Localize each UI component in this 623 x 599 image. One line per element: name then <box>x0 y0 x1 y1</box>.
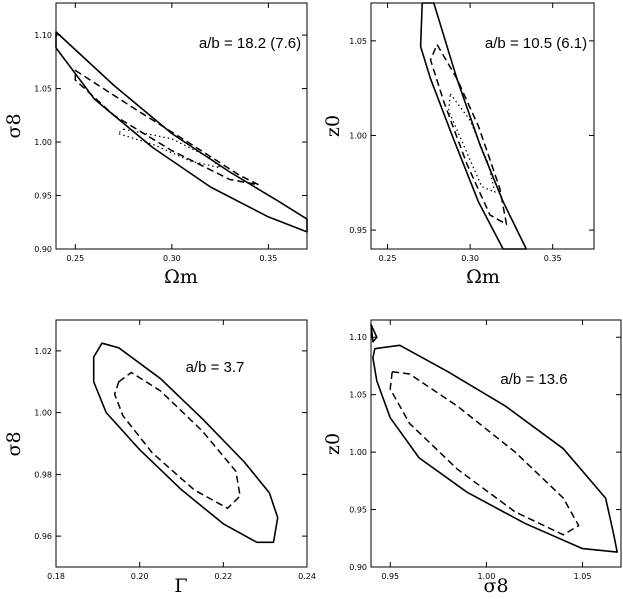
ratio-annotation: a/b = 10.5 (6.1) <box>485 35 587 52</box>
x-tick-label: 0.25 <box>66 254 84 263</box>
y-tick-label: 1.05 <box>349 37 367 46</box>
y-tick-label: 0.90 <box>349 563 367 572</box>
x-tick-label: 0.18 <box>47 572 65 581</box>
x-tick-label: 1.05 <box>574 572 592 581</box>
contour-dotted <box>448 93 496 193</box>
y-tick-label: 0.95 <box>349 506 367 515</box>
panel-top-right: 0.25 0.30 0.35 0.95 1.00 1.05 a/b = 10.5 (6.1)… <box>322 2 595 288</box>
y-tick-label: 1.00 <box>349 131 367 140</box>
y-tick-label: 1.05 <box>34 85 52 94</box>
ratio-annotation: a/b = 3.7 <box>186 359 245 376</box>
y-tick-label: 0.95 <box>349 226 367 235</box>
plot-frame <box>55 2 308 250</box>
contour-dashed <box>389 370 580 536</box>
plot-frame <box>370 319 622 568</box>
x-axis-label: Γ <box>174 575 187 597</box>
contour-dashed <box>113 371 241 510</box>
x-axis-label: σ8 <box>483 575 508 597</box>
x-tick-label: 0.30 <box>461 254 479 263</box>
x-tick-label: 0.30 <box>163 254 181 263</box>
y-tick-label: 1.00 <box>34 409 52 418</box>
x-tick-label: 0.25 <box>379 254 397 263</box>
x-tick-label: 0.22 <box>214 572 232 581</box>
contour-solid <box>92 342 279 544</box>
x-axis-label: Ωm <box>466 266 500 288</box>
ratio-annotation: a/b = 13.6 <box>500 371 567 388</box>
panel-bottom-left: 0.18 0.20 0.22 0.24 0.96 0.98 1.00 1.02 a/b = 3.… <box>3 319 316 597</box>
plot-frame <box>55 319 308 568</box>
x-tick-label: 0.95 <box>381 572 399 581</box>
panel-top-left: 0.25 0.30 0.35 0.90 0.95 1.00 1.05 1.10 a/b = 18… <box>3 2 308 288</box>
y-tick-label: 1.05 <box>349 391 367 400</box>
x-tick-label: 0.20 <box>131 572 149 581</box>
y-tick-label: 1.10 <box>34 31 52 40</box>
x-tick-label: 0.35 <box>259 254 277 263</box>
x-tick-label: 0.35 <box>544 254 562 263</box>
x-axis-label: Ωm <box>164 266 198 288</box>
y-tick-label: 0.96 <box>34 532 52 541</box>
y-tick-label: 0.95 <box>34 192 52 201</box>
y-axis-label: z0 <box>322 115 344 137</box>
contour-dotted <box>117 128 221 169</box>
y-axis-label: σ8 <box>3 431 25 456</box>
y-tick-label: 0.90 <box>34 245 52 254</box>
y-axis-label: σ8 <box>3 113 25 138</box>
contour-dashed <box>429 43 508 226</box>
x-tick-label: 1.00 <box>477 572 495 581</box>
y-tick-label: 1.00 <box>349 448 367 457</box>
y-tick-label: 0.98 <box>34 470 52 479</box>
y-tick-label: 1.10 <box>349 333 367 342</box>
ratio-annotation: a/b = 18.2 (7.6) <box>199 35 301 52</box>
panel-bottom-right: 0.95 1.00 1.05 0.90 0.95 1.00 1.05 1.10 a/b = 13… <box>322 319 622 597</box>
contour-solid <box>370 323 378 343</box>
y-tick-label: 1.00 <box>34 138 52 147</box>
contour-solid <box>55 31 308 233</box>
contour-solid <box>419 2 528 250</box>
x-tick-label: 0.24 <box>298 572 316 581</box>
contour-dashed <box>74 69 260 186</box>
contour-solid <box>372 344 618 553</box>
plot-frame <box>370 2 595 250</box>
y-tick-label: 1.02 <box>34 347 52 356</box>
y-axis-label: z0 <box>322 433 344 455</box>
